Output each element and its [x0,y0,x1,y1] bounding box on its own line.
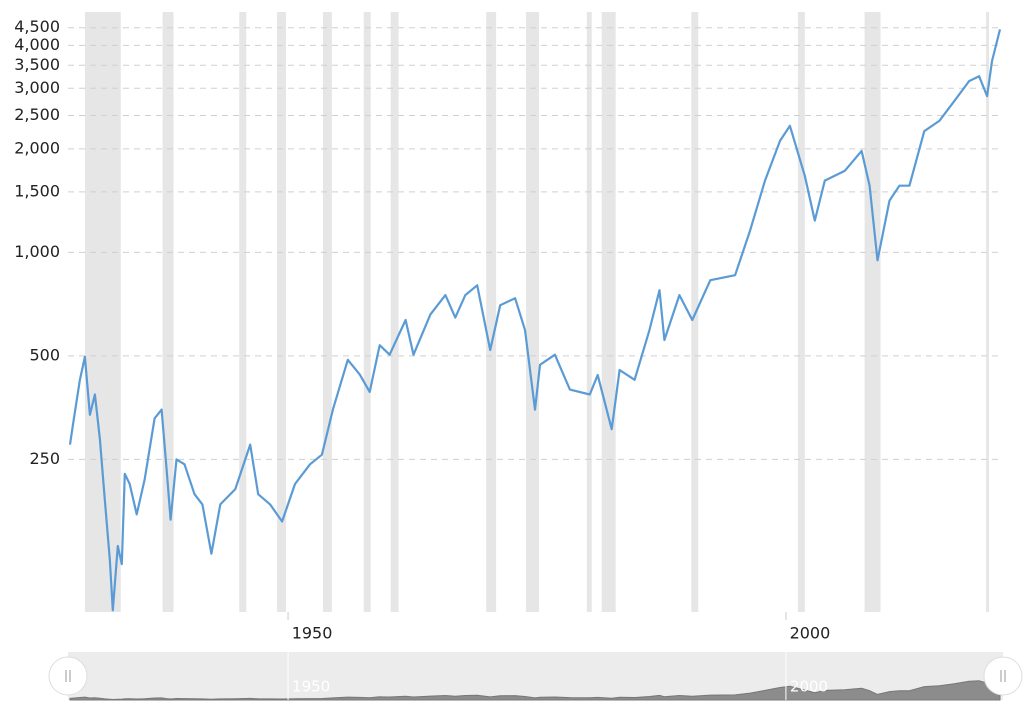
recession-band [864,12,881,612]
recession-band [390,12,399,612]
y-tick-label: 250 [29,449,60,468]
recession-band [277,12,287,612]
y-tick-label: 2,500 [14,105,60,124]
price-line [68,29,1002,612]
y-tick-label: 500 [29,345,60,364]
y-tick-label: 2,000 [14,138,60,157]
recession-band [526,12,539,612]
recession-band [239,12,247,612]
recession-band [162,12,174,612]
navigator-label: 1950 [292,678,330,696]
y-tick-label: 4,000 [14,35,60,54]
recession-band [986,12,990,612]
recession-band [322,12,332,612]
recession-band [586,12,592,612]
y-tick-label: 1,500 [14,181,60,200]
y-tick-label: 1,000 [14,242,60,261]
x-tick-label: 2000 [790,624,831,643]
navigator-label: 2000 [790,678,828,696]
recession-band [601,12,616,612]
recession-band [486,12,497,612]
recession-band [797,12,805,612]
recession-band [84,12,121,612]
navigator-handle[interactable] [983,656,1023,696]
y-tick-label: 3,500 [14,55,60,74]
x-tick-label: 1950 [292,624,333,643]
navigator-handle[interactable] [48,656,88,696]
y-tick-label: 4,500 [14,17,60,36]
y-tick-label: 3,000 [14,78,60,97]
recession-band [363,12,371,612]
navigator-area [69,672,1001,701]
